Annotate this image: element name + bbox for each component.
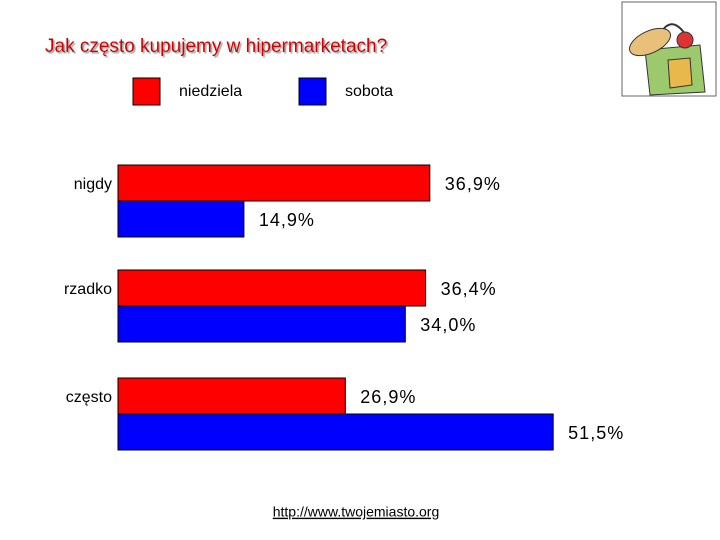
category-label: rzadko <box>64 281 112 298</box>
value-label: 36,9% <box>445 174 501 194</box>
legend-label: niedziela <box>179 83 242 100</box>
bar <box>117 305 406 343</box>
value-label: 26,9% <box>360 387 416 407</box>
value-label: 34,0% <box>420 315 476 335</box>
legend-label: sobota <box>345 83 393 100</box>
bar <box>117 164 431 202</box>
bar <box>117 269 427 307</box>
bar <box>117 377 346 415</box>
value-label: 36,4% <box>441 279 497 299</box>
bar <box>117 413 554 451</box>
clipart-bag <box>621 1 717 97</box>
source-link[interactable]: http://www.twojemiasto.org <box>273 504 440 520</box>
bar <box>117 200 245 238</box>
legend-swatch <box>132 77 161 106</box>
value-label: 14,9% <box>259 210 315 230</box>
value-label: 51,5% <box>568 423 624 443</box>
chart-title: Jak często kupujemy w hipermarketach? <box>45 36 387 57</box>
legend-swatch <box>298 77 327 106</box>
category-label: nigdy <box>74 176 112 193</box>
category-label: często <box>66 389 112 406</box>
